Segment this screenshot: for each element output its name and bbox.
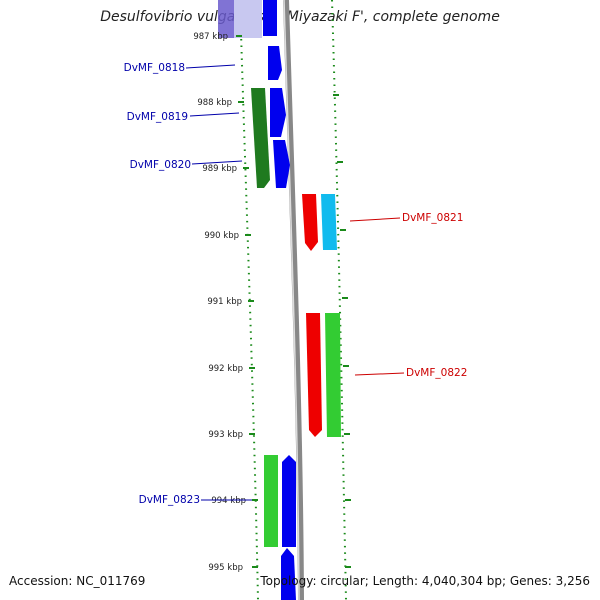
tick-label: 993 kbp [208,430,243,440]
gene-label-dvmf-0818: DvMF_0818 [124,62,185,74]
tick-label: 988 kbp [197,98,232,108]
gene-arrow-dvmf-0818 [268,46,282,80]
genome-summary-text: Topology: circular; Length: 4,040,304 bp… [260,574,590,588]
genome-backbone-highlight [283,0,300,600]
tick-label: 994 kbp [211,496,246,506]
tick-label: 991 kbp [207,297,242,307]
gene-arrow-dvmf-0821 [302,194,318,251]
gene-arrow-dvmf-0819 [270,88,286,137]
accession-text: Accession: NC_011769 [9,574,146,588]
gene-label-dvmf-0820: DvMF_0820 [130,159,191,171]
leader-line-dvmf-0818 [185,64,236,69]
tick-988: 988 kbp [197,98,244,108]
genome-title: Desulfovibrio vulgaris str. 'Miyazaki F'… [100,9,500,25]
gene-arrow-dvmf-0823 [282,455,296,547]
gene-arrow-dvmf-0822 [306,313,322,437]
tick-label: 990 kbp [204,231,239,241]
tick-label: 987 kbp [193,32,228,42]
gene-block-top-b [234,0,262,38]
gene-block-top-a [218,0,234,38]
cds-cyan-0821 [321,194,337,250]
tick-994: 994 kbp [211,496,258,506]
gene-arrow-bottom [281,548,296,600]
cds-green-0823 [264,455,278,547]
leader-line-dvmf-0821 [349,217,401,222]
gene-arrow-dvmf-0820 [273,140,290,188]
tick-991: 991 kbp [207,297,254,307]
gene-label-dvmf-0823: DvMF_0823 [139,494,200,506]
leader-line-dvmf-0820 [191,160,243,165]
tick-987: 987 kbp [193,32,242,42]
gene-label-dvmf-0819: DvMF_0819 [127,111,188,123]
tick-995: 995 kbp [208,563,258,573]
leader-line-dvmf-0819 [189,112,240,117]
track-guide-line [331,0,347,600]
tick-992: 992 kbp [208,364,255,374]
gene-features [218,0,341,600]
gene-block-top-c [263,0,277,36]
tick-label: 995 kbp [208,563,243,573]
gene-label-dvmf-0822: DvMF_0822 [406,367,467,379]
leader-line-dvmf-0822 [354,372,405,376]
tick-label: 992 kbp [208,364,243,374]
gene-label-dvmf-0821: DvMF_0821 [402,212,463,224]
cds-green-0822 [325,313,341,437]
tick-990: 990 kbp [204,231,251,241]
genome-backbone [283,0,304,600]
gene-labels: DvMF_0818 DvMF_0819 DvMF_0820 DvMF_0821 … [124,62,468,506]
position-ticks: 987 kbp 988 kbp 989 kbp 990 kbp 991 kbp … [193,32,351,573]
tick-993: 993 kbp [208,430,255,440]
tick-label: 989 kbp [202,164,237,174]
tick-989: 989 kbp [202,164,249,174]
cds-green-0819 [251,88,270,188]
